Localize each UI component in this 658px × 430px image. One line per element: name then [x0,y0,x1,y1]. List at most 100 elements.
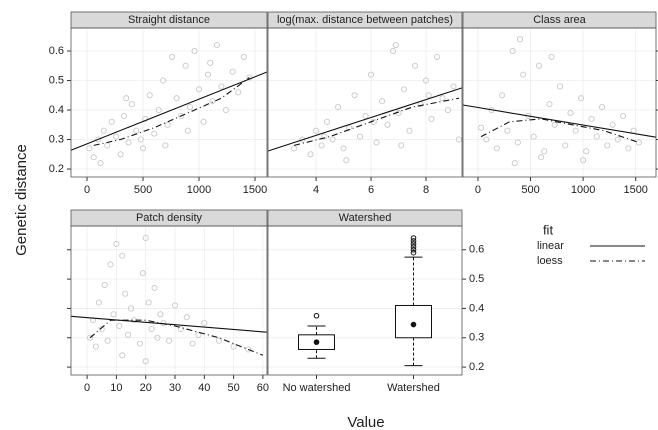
point [209,98,216,105]
point [620,112,627,119]
median [410,321,417,328]
x-tick-label: 1500 [623,184,647,196]
point [450,83,457,90]
point [614,136,621,143]
point [146,92,153,99]
x-tick-label: 8 [423,184,429,196]
box [395,304,432,339]
point [218,83,225,90]
point [222,106,229,114]
point [324,118,331,125]
point [230,343,237,350]
point [548,53,555,60]
point [340,145,347,152]
point [128,305,135,312]
point [398,142,405,149]
outlier [410,241,417,247]
point [145,299,152,306]
point [362,112,369,119]
fit-line [89,319,264,356]
x-axis-title: Value [347,414,384,430]
point [567,109,574,117]
legend-label: loess [537,255,563,267]
point [625,145,632,152]
point [110,311,117,318]
point [90,154,97,161]
point [113,133,120,140]
point [86,334,94,341]
y-tick-label: 0.2 [469,361,484,373]
panel-title: Watershed [339,212,392,224]
point [162,142,169,149]
point [541,148,548,155]
point [357,133,364,140]
x-tick-label: 500 [521,184,539,196]
legend-label: linear [537,240,564,252]
point [108,118,115,125]
point [343,157,350,164]
point [157,311,164,318]
outlier [410,235,417,241]
y-tick-label: 0.6 [469,244,484,256]
fit-line [70,71,268,151]
outlier [410,244,417,250]
point [142,234,149,242]
point [321,133,328,140]
point [562,142,569,149]
point [128,101,135,108]
x-tick-label: Watershed [387,382,440,394]
y-tick-label: 0.3 [469,332,484,344]
point [307,151,314,158]
point [187,104,194,111]
point [535,62,542,69]
point [116,322,123,330]
fit-line [267,87,463,152]
x-tick-label: 0 [84,382,90,394]
point [593,133,600,140]
point [329,136,336,143]
panel-border [267,225,463,376]
x-tick-label: 1000 [571,184,595,196]
point [155,106,162,114]
point [215,337,223,344]
x-tick-label: 20 [140,382,152,394]
point [136,340,143,347]
point [113,240,120,247]
point [335,104,342,111]
point [530,133,537,140]
outlier [313,312,320,319]
point [184,127,191,134]
point [97,160,104,167]
point [169,53,176,60]
x-tick-label: 0 [84,184,90,196]
point [104,337,111,344]
panel-border [70,27,268,178]
point [245,346,252,353]
point [235,89,242,96]
point [139,270,146,277]
point [183,314,190,321]
point [406,127,413,134]
point [313,127,320,134]
point [133,127,140,134]
x-tick-label: 6 [368,184,374,196]
point [546,101,553,108]
point [95,136,102,143]
point [378,98,386,105]
point [204,71,212,78]
point [160,77,167,84]
point [367,71,375,78]
outlier [410,249,417,256]
panel-border [267,27,463,178]
point [411,62,419,69]
point [373,139,380,146]
point [433,53,441,60]
y-axis-title: Genetic distance [13,144,30,256]
point [318,142,325,149]
y-tick-label: 0.3 [49,133,64,145]
x-tick-label: 10 [110,382,122,394]
point [422,77,430,84]
y-tick-label: 0.5 [469,273,484,285]
point [177,325,184,333]
